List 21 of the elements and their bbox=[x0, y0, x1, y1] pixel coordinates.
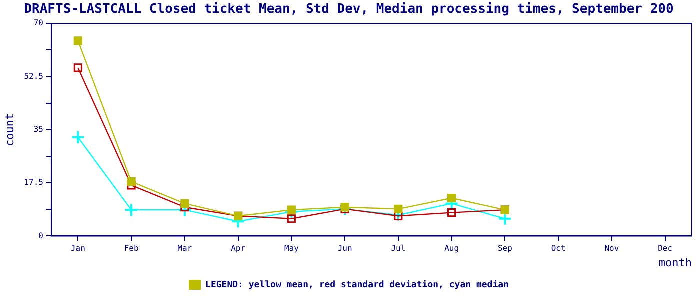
x-tick-label: Aug bbox=[444, 244, 460, 254]
x-tick-label: Feb bbox=[124, 244, 139, 254]
x-tick-label: Jun bbox=[338, 244, 352, 254]
x-tick-label: Sep bbox=[498, 244, 513, 254]
y-tick-label: 35 bbox=[34, 124, 44, 134]
chart-title: DRAFTS-LASTCALL Closed ticket Mean, Std Dev, Median processing times, September 200 bbox=[24, 2, 674, 18]
x-tick-label: Nov bbox=[604, 244, 620, 254]
x-tick-label: Oct bbox=[551, 244, 566, 254]
x-tick-label: May bbox=[284, 244, 300, 254]
legend-label: LEGEND: yellow mean, red standard deviation, cyan median bbox=[206, 279, 509, 290]
x-tick-label: Apr bbox=[231, 244, 246, 254]
x-axis-title: month bbox=[658, 256, 692, 270]
y-tick-label: 70 bbox=[34, 18, 44, 28]
x-tick-label: Mar bbox=[178, 244, 192, 254]
y-axis-title: count bbox=[3, 113, 16, 146]
x-tick-label: Jan bbox=[70, 244, 86, 254]
x-tick-label: Jul bbox=[391, 244, 406, 254]
x-tick-label: Dec bbox=[658, 244, 673, 254]
y-tick-label: 0 bbox=[38, 231, 44, 240]
y-tick-label: 17.5 bbox=[24, 178, 44, 188]
y-tick-label: 52.5 bbox=[24, 72, 44, 81]
